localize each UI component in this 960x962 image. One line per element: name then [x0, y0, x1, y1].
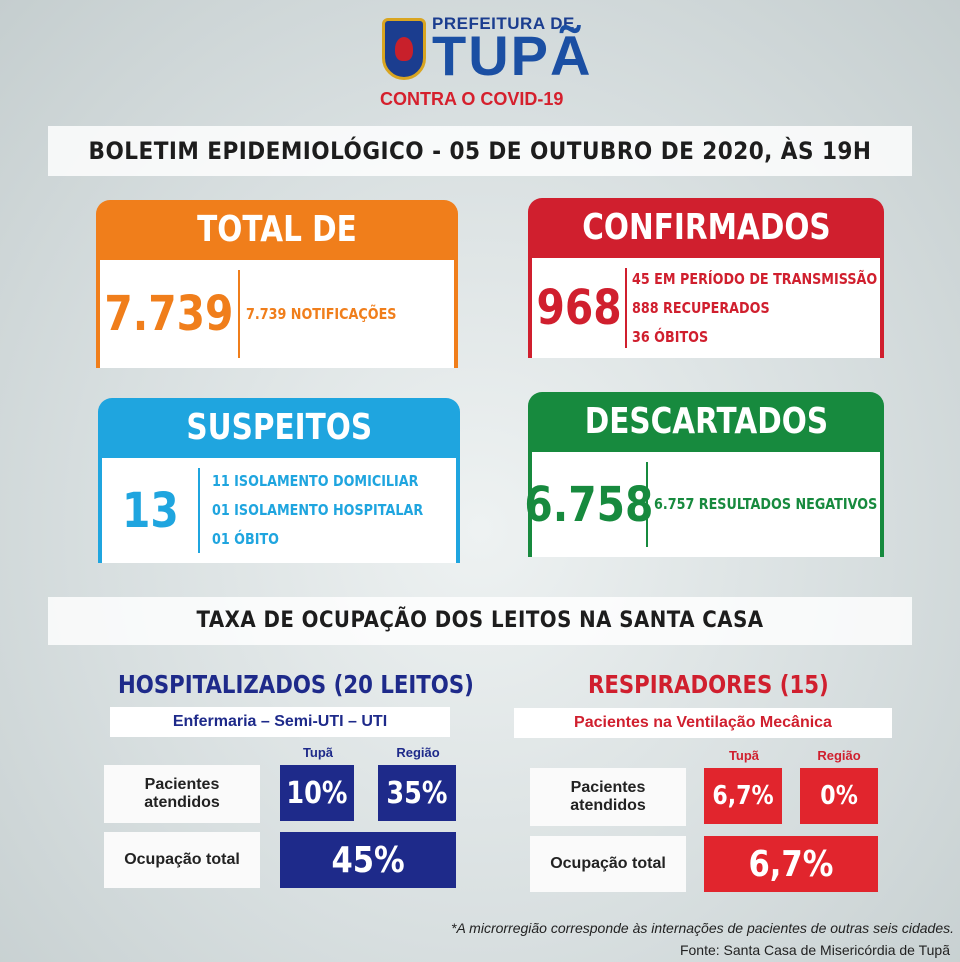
row-label-pacientes: Pacientes atendidos	[104, 765, 260, 823]
col-header-tupa: Tupã	[728, 748, 760, 763]
col-header-tupa: Tupã	[302, 745, 334, 760]
value-regiao: 35%	[378, 765, 456, 821]
card-title: SUSPEITOS	[186, 407, 372, 448]
card-header: CONFIRMADOS	[528, 198, 884, 258]
card-value: 7.739	[104, 286, 234, 342]
card-value: 13	[121, 482, 179, 539]
detail-line: 888 RECUPERADOS	[632, 298, 770, 317]
card-value: 6.758	[524, 476, 654, 533]
logo-prefeitura-text: PREFEITURA DE	[432, 14, 575, 33]
card-body: 968 45 EM PERÍODO DE TRANSMISSÃO 888 REC…	[528, 258, 884, 358]
card-descartados: DESCARTADOS 6.758 6.757 RESULTADOS NEGAT…	[524, 392, 884, 557]
detail-line: 11 ISOLAMENTO DOMICILIAR	[212, 472, 419, 490]
row-label-ocupacao: Ocupação total	[530, 836, 686, 892]
card-header: TOTAL DE TESTAGEM	[96, 200, 458, 310]
card-details: 6.757 RESULTADOS NEGATIVOS	[654, 452, 917, 557]
card-details: 45 EM PERÍODO DE TRANSMISSÃO 888 RECUPER…	[632, 258, 921, 358]
card-body: 7.739 7.739 NOTIFICAÇÕES	[96, 260, 458, 368]
logo-campaign-text: CONTRA O COVID-19	[380, 89, 564, 109]
card-details: 11 ISOLAMENTO DOMICILIAR 01 ISOLAMENTO H…	[212, 458, 460, 563]
card-body: 6.758 6.757 RESULTADOS NEGATIVOS	[524, 452, 884, 557]
hospitalizados-title: HOSPITALIZADOS (20 LEITOS)	[118, 670, 474, 699]
card-confirmados: CONFIRMADOS 968 45 EM PERÍODO DE TRANSMI…	[528, 198, 884, 358]
value-ocupacao-total: 45%	[280, 832, 456, 888]
respiradores-subtitle: Pacientes na Ventilação Mecânica	[514, 708, 892, 738]
card-header: SUSPEITOS	[98, 398, 460, 458]
card-value: 968	[536, 280, 622, 336]
card-divider	[238, 270, 240, 358]
occupancy-title-band: TAXA DE OCUPAÇÃO DOS LEITOS NA SANTA CAS…	[48, 597, 912, 645]
col-header-regiao: Região	[396, 745, 440, 760]
bulletin-title: BOLETIM EPIDEMIOLÓGICO - 05 DE OUTUBRO D…	[88, 137, 872, 165]
footnote: *A microrregião corresponde às internaçõ…	[451, 920, 954, 936]
city-crest-logo	[382, 18, 426, 80]
card-header: DESCARTADOS	[528, 392, 884, 452]
respiradores-title: RESPIRADORES (15)	[588, 670, 829, 699]
logo-city-name: TUPÃ	[432, 24, 593, 87]
detail-line: 6.757 RESULTADOS NEGATIVOS	[654, 495, 878, 513]
card-body: 13 11 ISOLAMENTO DOMICILIAR 01 ISOLAMENT…	[98, 458, 460, 563]
card-details: 7.739 NOTIFICAÇÕES	[246, 260, 423, 368]
value-tupa: 6,7%	[704, 768, 782, 824]
detail-line: 7.739 NOTIFICAÇÕES	[246, 304, 397, 323]
col-header-regiao: Região	[817, 748, 861, 763]
occupancy-title: TAXA DE OCUPAÇÃO DOS LEITOS NA SANTA CAS…	[196, 608, 764, 633]
card-divider	[625, 268, 627, 348]
hospitalizados-subtitle: Enfermaria – Semi-UTI – UTI	[110, 707, 450, 737]
card-divider	[646, 462, 648, 547]
row-label-pacientes: Pacientes atendidos	[530, 768, 686, 826]
value-regiao: 0%	[800, 768, 878, 824]
detail-line: 45 EM PERÍODO DE TRANSMISSÃO	[632, 269, 878, 288]
card-total-testagem: TOTAL DE TESTAGEM 7.739 7.739 NOTIFICAÇÕ…	[96, 200, 458, 368]
row-label-ocupacao: Ocupação total	[104, 832, 260, 888]
card-suspeitos: SUSPEITOS 13 11 ISOLAMENTO DOMICILIAR 01…	[98, 398, 460, 563]
detail-line: 36 ÓBITOS	[632, 327, 709, 346]
card-title: CONFIRMADOS	[581, 207, 831, 248]
bulletin-title-band: BOLETIM EPIDEMIOLÓGICO - 05 DE OUTUBRO D…	[48, 126, 912, 176]
card-divider	[198, 468, 200, 553]
card-title: DESCARTADOS	[584, 401, 828, 442]
source-note: Fonte: Santa Casa de Misericórdia de Tup…	[679, 942, 950, 958]
detail-line: 01 ÓBITO	[212, 530, 280, 548]
detail-line: 01 ISOLAMENTO HOSPITALAR	[212, 501, 424, 519]
value-tupa: 10%	[280, 765, 354, 821]
value-ocupacao-total: 6,7%	[704, 836, 878, 892]
